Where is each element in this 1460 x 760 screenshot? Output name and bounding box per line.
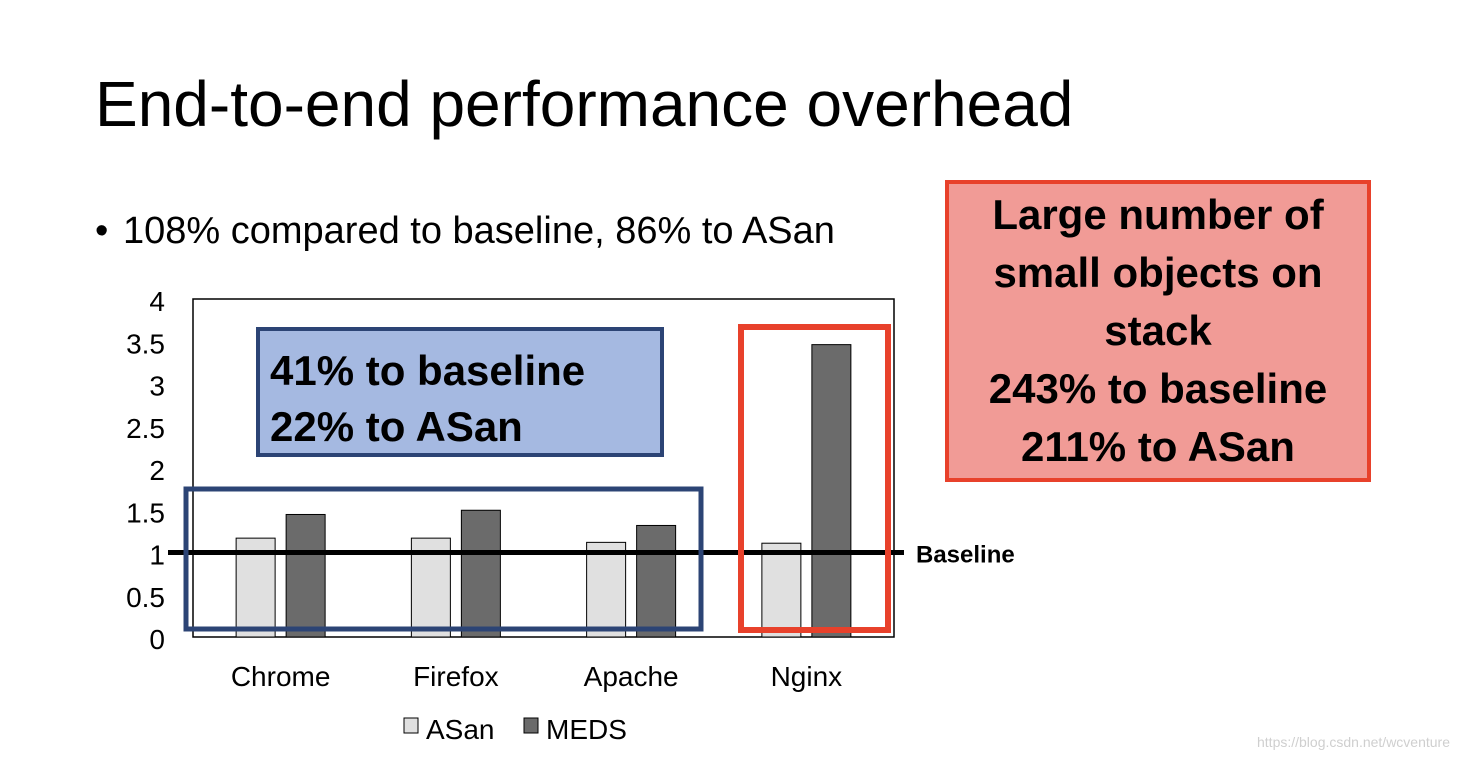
meds-bar: [285, 513, 326, 638]
callout-line: stack: [1104, 307, 1212, 354]
y-tick-label: 3.5: [126, 328, 165, 359]
x-tick-label: Chrome: [231, 661, 331, 692]
y-tick-label: 3: [149, 371, 165, 402]
asan-bar: [761, 542, 802, 638]
watermark: https://blog.csdn.net/wcventure: [1257, 734, 1450, 750]
highlight-frame-blue: [183, 486, 704, 632]
bullet-point: • 108% compared to baseline, 86% to ASan: [95, 212, 835, 250]
legend-swatch: [403, 717, 419, 734]
y-tick-label: 2.5: [126, 413, 165, 444]
y-tick-label: 4: [149, 286, 165, 317]
x-tick-label: Apache: [584, 661, 679, 692]
callout-line: 243% to baseline: [988, 365, 1328, 412]
slide-title: End-to-end performance overhead: [95, 68, 1074, 140]
callout-nginx-overhead: Large number of small objects on stack 2…: [945, 180, 1371, 482]
bullet-dot: •: [95, 210, 109, 252]
meds-bar: [636, 524, 677, 638]
y-tick-label: 1.5: [126, 497, 165, 528]
y-tick-label: 0.5: [126, 582, 165, 613]
bullet-text: 108% compared to baseline, 86% to ASan: [123, 210, 835, 252]
baseline-label: Baseline: [916, 542, 1015, 569]
plot-area: [192, 298, 895, 638]
callout-line: Large number of: [992, 191, 1324, 238]
y-tick-label: 1: [149, 540, 165, 571]
callout-overall-overhead: 41% to baseline 22% to ASan: [256, 327, 664, 457]
y-tick-label: 2: [149, 455, 165, 486]
x-tick-label: Nginx: [771, 661, 843, 692]
legend-label: MEDS: [546, 714, 627, 745]
x-tick-label: Firefox: [413, 661, 499, 692]
callout-line: 22% to ASan: [270, 403, 523, 450]
y-tick-label: 0: [149, 624, 165, 655]
asan-bar: [586, 541, 627, 638]
meds-bar: [811, 344, 852, 638]
callout-line: 211% to ASan: [1021, 423, 1295, 470]
highlight-frame-red: [738, 324, 891, 633]
legend-label: ASan: [426, 714, 495, 745]
callout-line: small objects on: [993, 249, 1323, 296]
legend-swatch: [523, 717, 539, 734]
callout-line: 41% to baseline: [270, 347, 586, 394]
meds-bar: [460, 509, 501, 638]
